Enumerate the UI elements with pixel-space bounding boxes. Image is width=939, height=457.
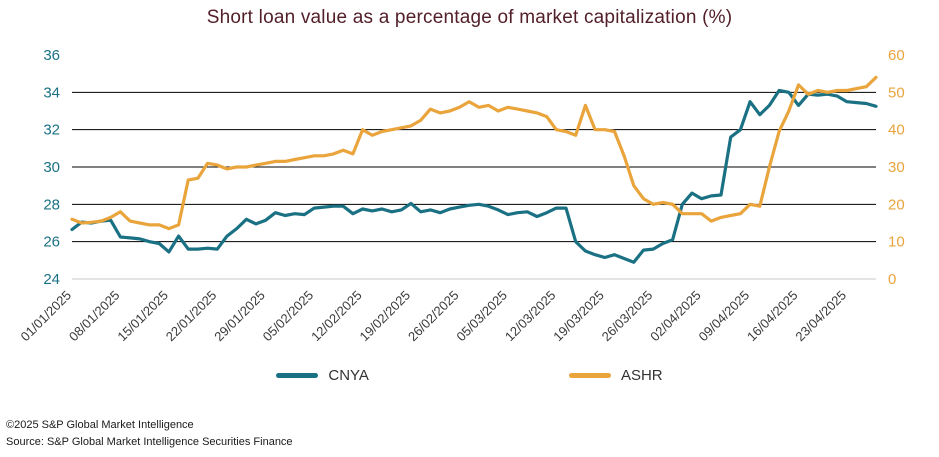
ashr-series-line: [70, 75, 878, 231]
left-axis-tick-label: 34: [43, 84, 60, 101]
right-axis-tick-label: 60: [888, 47, 905, 64]
cnya-line-swatch-icon: [276, 373, 319, 378]
x-axis-tick-label: 05/02/2025: [260, 288, 317, 345]
right-axis-tick-label: 10: [888, 234, 905, 251]
x-axis-tick-label: 22/01/2025: [163, 288, 220, 345]
right-axis-tick-label: 50: [888, 84, 905, 101]
x-axis-tick-label: 01/01/2025: [17, 288, 74, 345]
chart-legend: CNYA ASHR: [0, 367, 939, 384]
x-axis-tick-label: 12/03/2025: [502, 288, 559, 345]
legend-item-ashr: ASHR: [568, 367, 663, 384]
left-axis-tick-label: 32: [43, 122, 60, 139]
chart-footer: ©2025 S&P Global Market Intelligence Sou…: [0, 417, 939, 457]
ashr-line-swatch-icon: [568, 373, 611, 378]
chart-plot-area: 24 26 28 30 32 34 36 0 10 20 30 40 50 60 01/01/202508/…: [17, 47, 905, 345]
left-axis-tick-label: 24: [43, 271, 60, 288]
right-axis-tick-label: 0: [888, 271, 896, 288]
source-text: Source: S&P Global Market Intelligence S…: [6, 435, 293, 448]
x-axis-tick-label: 23/04/2025: [792, 288, 849, 345]
cnya-series-line: [70, 88, 878, 264]
x-axis-tick-label: 12/02/2025: [308, 288, 365, 345]
legend-label-cnya: CNYA: [328, 367, 369, 384]
chart-title: Short loan value as a percentage of mark…: [206, 7, 733, 28]
left-axis-tick-label: 26: [43, 234, 60, 251]
copyright-text: ©2025 S&P Global Market Intelligence: [6, 418, 194, 431]
x-axis-tick-label: 08/01/2025: [66, 288, 123, 345]
left-axis-tick-label: 28: [43, 196, 60, 213]
x-axis-tick-label: 19/03/2025: [550, 288, 607, 345]
legend-label-ashr: ASHR: [620, 367, 663, 384]
x-axis-tick-label: 02/04/2025: [647, 288, 704, 345]
x-axis-tick-label: 05/03/2025: [453, 288, 510, 345]
x-axis-tick-label: 19/02/2025: [357, 288, 414, 345]
x-axis-tick-label: 09/04/2025: [696, 288, 753, 345]
right-axis-tick-label: 30: [888, 159, 905, 176]
right-axis-tick-label: 20: [888, 196, 905, 213]
legend-item-cnya: CNYA: [276, 367, 369, 384]
x-axis-tick-label: 15/01/2025: [114, 288, 171, 345]
x-axis-tick-label: 26/03/2025: [599, 288, 656, 345]
x-axis-tick-label: 29/01/2025: [211, 288, 268, 345]
left-axis-tick-label: 36: [43, 47, 60, 64]
x-axis-tick-label: 26/02/2025: [405, 288, 462, 345]
right-axis-tick-label: 40: [888, 122, 905, 139]
x-axis-tick-label: 16/04/2025: [744, 288, 801, 345]
left-axis-tick-label: 30: [43, 159, 60, 176]
